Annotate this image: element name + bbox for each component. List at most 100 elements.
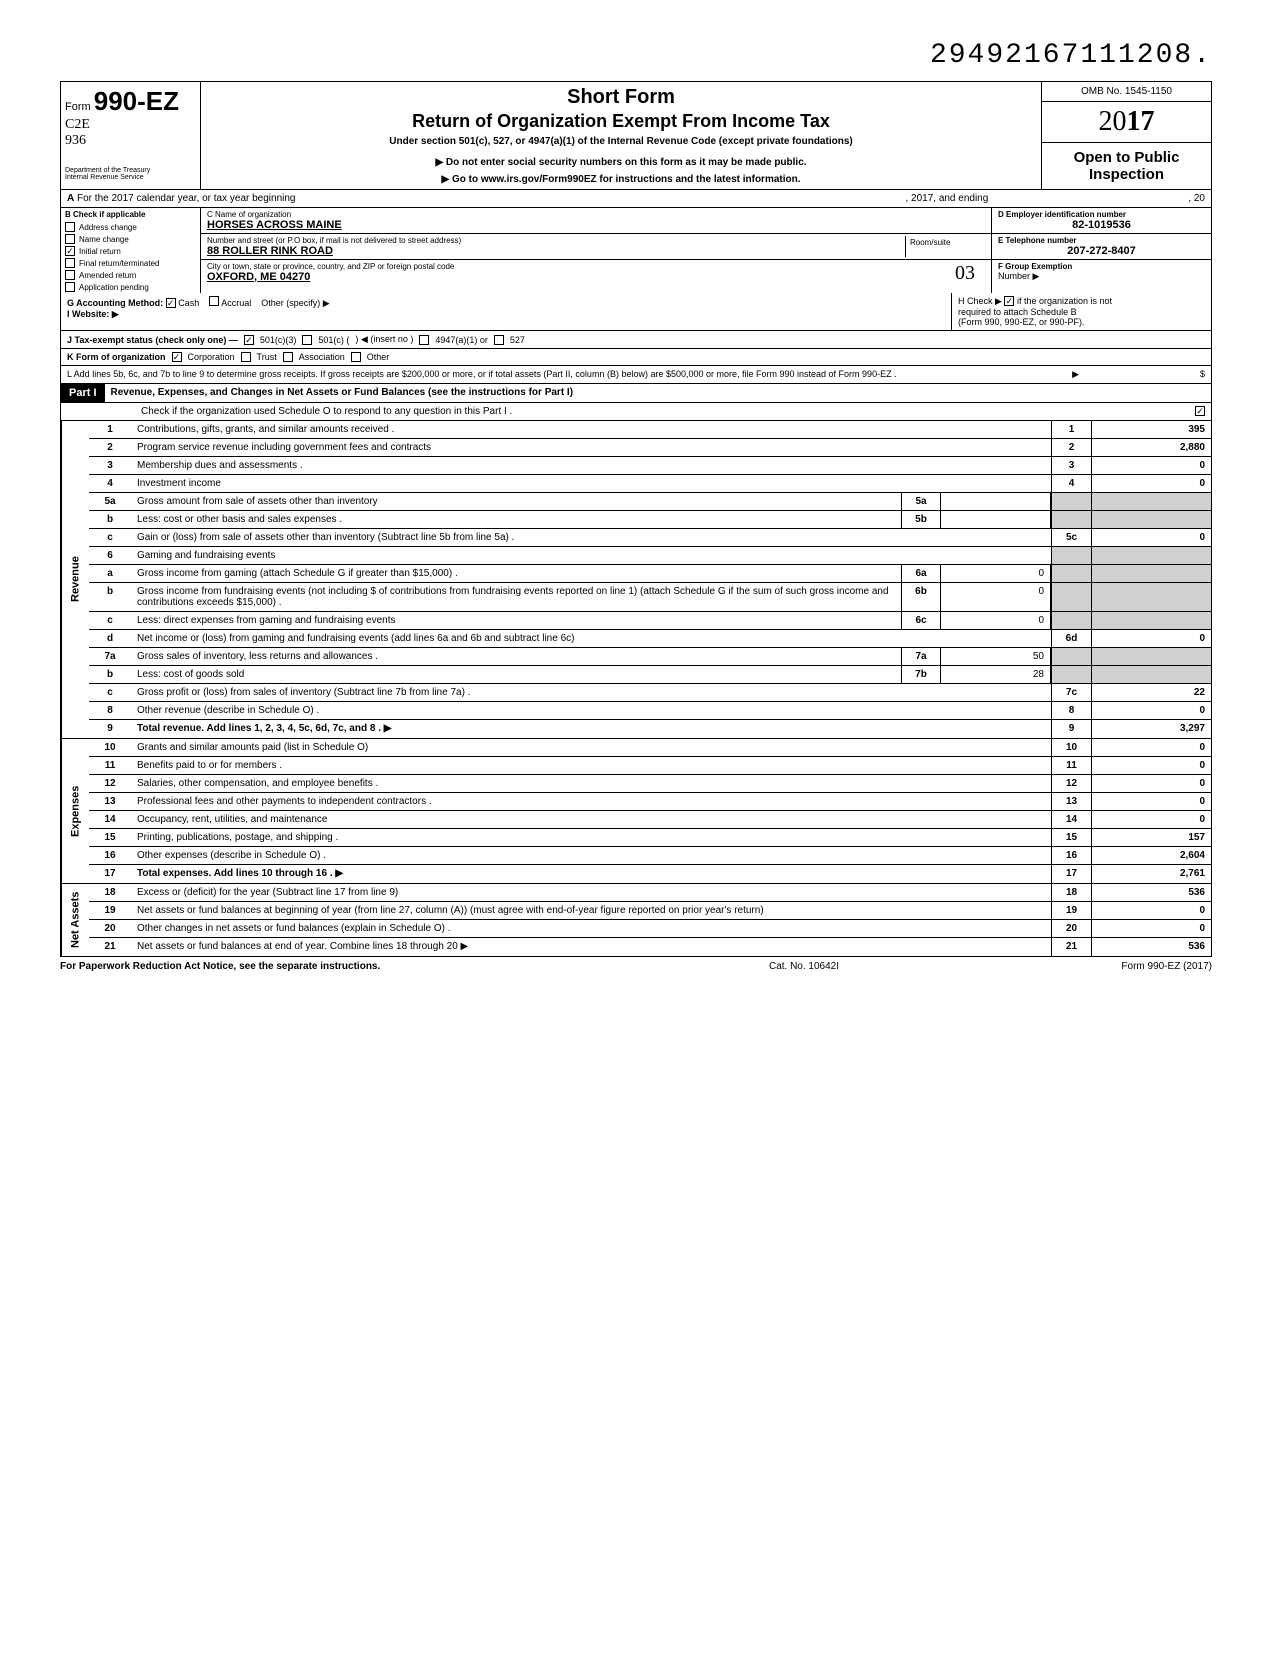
- line-num: 20: [89, 920, 131, 937]
- trust-checkbox[interactable]: [241, 352, 251, 362]
- footer-left: For Paperwork Reduction Act Notice, see …: [60, 961, 556, 972]
- line-desc: Other changes in net assets or fund bala…: [131, 920, 1051, 937]
- accrual-checkbox[interactable]: [209, 296, 219, 306]
- right-amt: 2,761: [1091, 865, 1211, 883]
- colb-checkbox-2[interactable]: ✓: [65, 246, 75, 256]
- line-row: cGain or (loss) from sale of assets othe…: [89, 529, 1211, 547]
- line-desc: Gain or (loss) from sale of assets other…: [131, 529, 1051, 546]
- other-org-checkbox[interactable]: [351, 352, 361, 362]
- right-num: 3: [1051, 457, 1091, 474]
- part1-label: Part I: [61, 384, 105, 402]
- line-row: dNet income or (loss) from gaming and fu…: [89, 630, 1211, 648]
- form-number: Form 990-EZ: [65, 86, 196, 117]
- mid-amt: 0: [941, 612, 1051, 629]
- line-desc: Other revenue (describe in Schedule O) .: [131, 702, 1051, 719]
- colb-checkbox-4[interactable]: [65, 270, 75, 280]
- cash-checkbox[interactable]: ✓: [166, 298, 176, 308]
- check-o-checkbox[interactable]: ✓: [1195, 406, 1205, 416]
- right-amt: 536: [1091, 938, 1211, 956]
- colb-checkbox-3[interactable]: [65, 258, 75, 268]
- 527-checkbox[interactable]: [494, 335, 504, 345]
- line-desc: Grants and similar amounts paid (list in…: [131, 739, 1051, 756]
- footer: For Paperwork Reduction Act Notice, see …: [60, 957, 1212, 976]
- mid-amt: [941, 511, 1051, 528]
- open-public-1: Open to Public: [1046, 149, 1207, 166]
- city-value: OXFORD, ME 04270: [207, 271, 945, 283]
- colb-item-4: Amended return: [61, 269, 200, 281]
- 501c3-checkbox[interactable]: ✓: [244, 335, 254, 345]
- right-num: 20: [1051, 920, 1091, 937]
- line-num: 5a: [89, 493, 131, 510]
- right-amt: [1091, 547, 1211, 564]
- line-desc: Less: direct expenses from gaming and fu…: [131, 612, 901, 629]
- right-amt: 0: [1091, 811, 1211, 828]
- right-amt: 0: [1091, 757, 1211, 774]
- mid-num: 7b: [901, 666, 941, 683]
- netassets-section: Net Assets 18Excess or (deficit) for the…: [61, 883, 1211, 956]
- schedule-b-checkbox[interactable]: ✓: [1004, 296, 1014, 306]
- row-a-text2: , 2017, and ending: [905, 193, 988, 204]
- right-num: [1051, 511, 1091, 528]
- room-suite: Room/suite: [905, 236, 985, 257]
- line-row: 5aGross amount from sale of assets other…: [89, 493, 1211, 511]
- row-k-label: K Form of organization: [67, 352, 166, 362]
- line-desc: Net assets or fund balances at end of ye…: [131, 938, 1051, 956]
- line-num: 2: [89, 439, 131, 456]
- 501c-label: 501(c) (: [318, 335, 349, 345]
- form-header-right: OMB No. 1545-1150 2017 Open to Public In…: [1041, 82, 1211, 189]
- colb-checkbox-5[interactable]: [65, 282, 75, 292]
- line-num: 11: [89, 757, 131, 774]
- right-num: [1051, 648, 1091, 665]
- 501c-checkbox[interactable]: [302, 335, 312, 345]
- row-j: J Tax-exempt status (check only one) — ✓…: [60, 331, 1212, 349]
- irs-link: ▶ Go to www.irs.gov/Form990EZ for instru…: [209, 174, 1033, 185]
- col-c: C Name of organization HORSES ACROSS MAI…: [201, 208, 991, 293]
- right-num: 4: [1051, 475, 1091, 492]
- 4947-checkbox[interactable]: [419, 335, 429, 345]
- row-h-4: (Form 990, 990-EZ, or 990-PF).: [958, 317, 1085, 327]
- right-num: 5c: [1051, 529, 1091, 546]
- form-header-left: Form 990-EZ C2E 936 Department of the Tr…: [61, 82, 201, 189]
- row-h-3: required to attach Schedule B: [958, 307, 1077, 317]
- line-desc: Gross sales of inventory, less returns a…: [131, 648, 901, 665]
- city-label: City or town, state or province, country…: [207, 262, 945, 271]
- right-amt: 0: [1091, 475, 1211, 492]
- colb-checkbox-1[interactable]: [65, 234, 75, 244]
- group-exemption-label: F Group Exemption: [998, 262, 1205, 271]
- line-num: 8: [89, 702, 131, 719]
- right-amt: 536: [1091, 884, 1211, 901]
- open-public-2: Inspection: [1046, 166, 1207, 183]
- line-desc: Program service revenue including govern…: [131, 439, 1051, 456]
- right-num: 13: [1051, 793, 1091, 810]
- colb-label-1: Name change: [79, 235, 129, 244]
- street-label: Number and street (or P.O box, if mail i…: [207, 236, 905, 245]
- line-desc: Net assets or fund balances at beginning…: [131, 902, 1051, 919]
- group-exemption-cell: F Group Exemption Number ▶: [992, 260, 1211, 284]
- netassets-side-label: Net Assets: [61, 884, 89, 956]
- colb-label-0: Address change: [79, 223, 137, 232]
- line-num: 14: [89, 811, 131, 828]
- short-form-title: Short Form: [209, 86, 1033, 109]
- right-amt: [1091, 511, 1211, 528]
- section-bcdef: B Check if applicable Address changeName…: [60, 208, 1212, 293]
- line-desc: Total revenue. Add lines 1, 2, 3, 4, 5c,…: [131, 720, 1051, 738]
- line-row: cLess: direct expenses from gaming and f…: [89, 612, 1211, 630]
- line-row: 10Grants and similar amounts paid (list …: [89, 739, 1211, 757]
- main-title: Return of Organization Exempt From Incom…: [209, 111, 1033, 132]
- right-amt: 0: [1091, 529, 1211, 546]
- mid-amt: 0: [941, 583, 1051, 611]
- line-num: c: [89, 684, 131, 701]
- line-num: c: [89, 529, 131, 546]
- colb-checkbox-0[interactable]: [65, 222, 75, 232]
- corp-checkbox[interactable]: ✓: [172, 352, 182, 362]
- other-label: Other (specify) ▶: [261, 298, 329, 308]
- assoc-checkbox[interactable]: [283, 352, 293, 362]
- revenue-section: Revenue 1Contributions, gifts, grants, a…: [61, 421, 1211, 738]
- page-stamp-number: 29492167111208.: [60, 40, 1212, 71]
- right-num: 9: [1051, 720, 1091, 738]
- row-h-1: H Check ▶: [958, 296, 1002, 306]
- line-row: 13Professional fees and other payments t…: [89, 793, 1211, 811]
- right-num: 11: [1051, 757, 1091, 774]
- right-amt: [1091, 493, 1211, 510]
- street-cell: Number and street (or P.O box, if mail i…: [201, 234, 991, 260]
